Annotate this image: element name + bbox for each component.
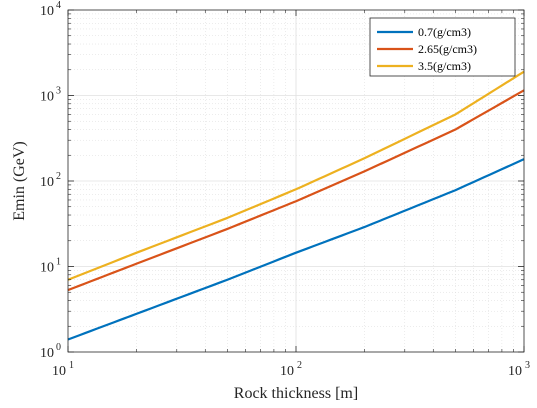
x-tick-label-exponent: 1 bbox=[69, 360, 74, 371]
y-tick-label-exponent: 3 bbox=[56, 86, 61, 97]
x-tick-label-exponent: 2 bbox=[297, 360, 302, 371]
y-tick-label-exponent: 2 bbox=[56, 171, 61, 182]
y-tick-label: 10 0 bbox=[40, 342, 61, 361]
series-line-2 bbox=[67, 89, 525, 292]
series-line-1 bbox=[67, 158, 525, 341]
legend-label-2: 2.65(g/cm3) bbox=[418, 42, 477, 56]
y-tick-label-base: 10 bbox=[40, 175, 54, 190]
y-tick-label-base: 10 bbox=[40, 4, 54, 19]
y-axis-label: Emin (GeV) bbox=[11, 141, 28, 221]
y-tick-label: 10 2 bbox=[40, 171, 61, 190]
x-axis-label: Rock thickness [m] bbox=[234, 385, 358, 402]
x-tick-label: 10 1 bbox=[52, 360, 74, 379]
legend-label-1: 0.7(g/cm3) bbox=[418, 25, 471, 39]
x-tick-label-exponent: 3 bbox=[525, 360, 530, 371]
x-tick-labels: 10 1 10 2 10 3 bbox=[52, 360, 530, 379]
x-tick-label: 10 2 bbox=[280, 360, 302, 379]
x-tick-label-base: 10 bbox=[280, 364, 294, 379]
major-grid bbox=[68, 10, 524, 352]
x-tick-label-base: 10 bbox=[508, 364, 522, 379]
legend-label-3: 3.5(g/cm3) bbox=[418, 59, 471, 73]
y-tick-label-exponent: 1 bbox=[56, 257, 61, 268]
x-tick-label-base: 10 bbox=[52, 364, 66, 379]
series-layer bbox=[67, 70, 525, 341]
y-tick-label: 10 4 bbox=[40, 0, 61, 19]
y-tick-label-base: 10 bbox=[40, 90, 54, 105]
series-line-3 bbox=[67, 70, 525, 281]
y-tick-label: 10 3 bbox=[40, 86, 61, 105]
y-tick-label-base: 10 bbox=[40, 261, 54, 276]
legend: 0.7(g/cm3) 2.65(g/cm3) 3.5(g/cm3) bbox=[369, 17, 516, 77]
y-tick-label: 10 1 bbox=[40, 257, 61, 276]
ticks-layer bbox=[67, 9, 525, 353]
x-tick-label: 10 3 bbox=[508, 360, 530, 379]
y-tick-label-exponent: 4 bbox=[56, 0, 61, 11]
y-tick-label-exponent: 0 bbox=[56, 342, 61, 353]
y-tick-label-base: 10 bbox=[40, 346, 54, 361]
